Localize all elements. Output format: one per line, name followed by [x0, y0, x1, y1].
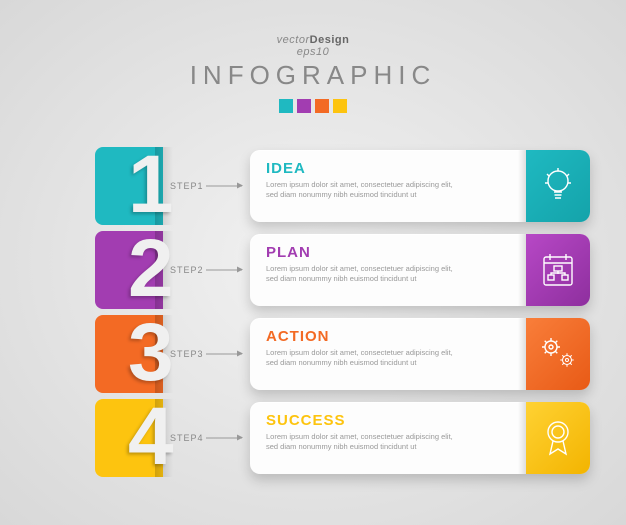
header-title: INFOGRAPHIC	[0, 60, 626, 91]
award-icon	[526, 402, 590, 474]
rail-block-2	[95, 231, 163, 309]
header: vectorDesign eps10 INFOGRAPHIC	[0, 0, 626, 113]
card-body: IDEA Lorem ipsum dolor sit amet, consecte…	[250, 150, 526, 222]
header-design: Design	[310, 34, 350, 46]
step-card-2: PLAN Lorem ipsum dolor sit amet, consecte…	[250, 234, 590, 306]
bulb-icon	[526, 150, 590, 222]
card-body: PLAN Lorem ipsum dolor sit amet, consecte…	[250, 234, 526, 306]
header-eps: eps10	[297, 46, 329, 58]
step-label: STEP1	[170, 181, 204, 191]
card-text: Lorem ipsum dolor sit amet, consectetuer…	[266, 348, 456, 368]
step-row-3: STEP3 ACTION Lorem ipsum dolor sit amet, c…	[170, 318, 590, 390]
step-label: STEP3	[170, 349, 204, 359]
arrow-icon	[206, 354, 242, 355]
gears-icon	[526, 318, 590, 390]
card-title: IDEA	[266, 160, 512, 177]
left-rail	[95, 150, 163, 490]
card-body: ACTION Lorem ipsum dolor sit amet, consec…	[250, 318, 526, 390]
card-text: Lorem ipsum dolor sit amet, consectetuer…	[266, 180, 456, 200]
step-card-3: ACTION Lorem ipsum dolor sit amet, consec…	[250, 318, 590, 390]
card-text: Lorem ipsum dolor sit amet, consectetuer…	[266, 264, 456, 284]
arrow-icon	[206, 438, 242, 439]
step-label: STEP4	[170, 433, 204, 443]
card-title: ACTION	[266, 328, 512, 345]
arrow-icon	[206, 270, 242, 271]
swatch-2	[297, 99, 311, 113]
card-text: Lorem ipsum dolor sit amet, consectetuer…	[266, 432, 456, 452]
step-row-4: STEP4 SUCCESS Lorem ipsum dolor sit amet, …	[170, 402, 590, 474]
step-label: STEP2	[170, 265, 204, 275]
swatch-4	[333, 99, 347, 113]
card-title: PLAN	[266, 244, 512, 261]
swatch-1	[279, 99, 293, 113]
arrow-icon	[206, 186, 242, 187]
infographic-stage: 1STEP1IDEALorem ipsum dolor sit amet, co…	[0, 150, 626, 490]
rail-block-4	[95, 399, 163, 477]
step-card-4: SUCCESS Lorem ipsum dolor sit amet, conse…	[250, 402, 590, 474]
card-body: SUCCESS Lorem ipsum dolor sit amet, conse…	[250, 402, 526, 474]
step-card-1: IDEA Lorem ipsum dolor sit amet, consecte…	[250, 150, 590, 222]
header-subtitle: vectorDesign eps10	[0, 34, 626, 58]
step-row-2: STEP2 PLAN Lorem ipsum dolor sit amet, con…	[170, 234, 590, 306]
rail-block-1	[95, 147, 163, 225]
rail-block-3	[95, 315, 163, 393]
color-swatches	[0, 99, 626, 113]
header-vector: vector	[277, 34, 310, 46]
plan-icon	[526, 234, 590, 306]
swatch-3	[315, 99, 329, 113]
card-title: SUCCESS	[266, 412, 512, 429]
step-row-1: STEP1 IDEA Lorem ipsum dolor sit amet, con…	[170, 150, 590, 222]
